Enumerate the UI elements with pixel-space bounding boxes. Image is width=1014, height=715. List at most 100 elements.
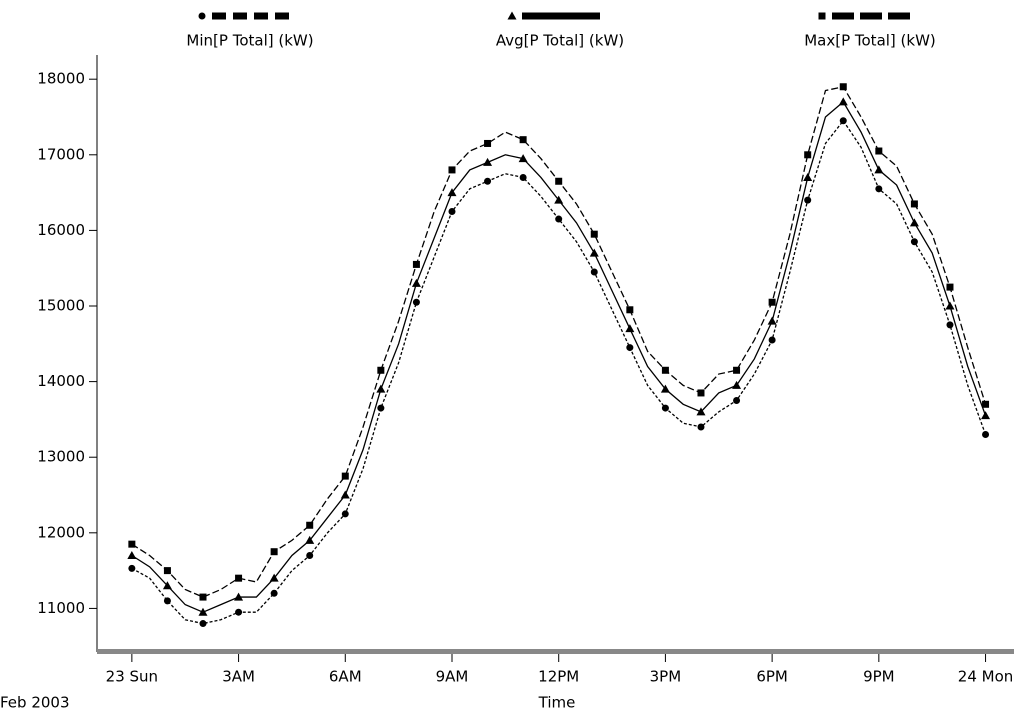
marker — [340, 490, 350, 499]
x-tick-label: 9AM — [436, 668, 469, 686]
marker — [626, 306, 634, 314]
x-axis — [97, 649, 1014, 654]
marker — [198, 12, 206, 20]
marker — [519, 173, 527, 181]
marker — [128, 564, 136, 572]
marker — [589, 248, 599, 257]
marker — [981, 411, 991, 420]
marker — [447, 188, 457, 197]
marker — [945, 301, 955, 310]
marker — [519, 136, 527, 144]
marker — [484, 177, 492, 185]
marker — [199, 620, 207, 628]
y-tick-label: 15000 — [37, 297, 85, 315]
marker — [768, 298, 776, 306]
marker — [910, 200, 918, 208]
marker — [483, 157, 493, 166]
marker — [507, 11, 517, 20]
marker — [306, 551, 314, 559]
marker — [697, 389, 705, 397]
x-tick-label: 6PM — [756, 668, 788, 686]
marker — [818, 12, 826, 20]
marker — [590, 268, 598, 276]
marker — [909, 218, 919, 227]
marker — [198, 607, 208, 616]
marker — [341, 510, 349, 518]
marker — [732, 380, 742, 389]
marker — [412, 260, 420, 268]
marker — [518, 154, 528, 163]
y-tick-label: 12000 — [37, 523, 85, 541]
marker — [839, 117, 847, 125]
marker — [875, 147, 883, 155]
marker — [235, 608, 243, 616]
marker — [235, 574, 243, 582]
marker — [768, 336, 776, 344]
marker — [555, 177, 563, 185]
marker — [982, 431, 990, 439]
x-tick-label: 3PM — [650, 668, 682, 686]
series-line — [131, 86, 987, 598]
marker — [555, 215, 563, 223]
y-tick-label: 18000 — [37, 70, 85, 88]
y-tick-label: 16000 — [37, 221, 85, 239]
marker — [803, 172, 813, 181]
marker — [733, 366, 741, 374]
legend-label: Min[P Total] (kW) — [186, 32, 313, 50]
marker — [270, 548, 278, 556]
marker — [270, 589, 278, 597]
y-tick-label: 13000 — [37, 448, 85, 466]
marker — [661, 404, 669, 412]
marker — [839, 83, 847, 91]
marker — [341, 472, 349, 480]
marker — [733, 397, 741, 405]
marker — [697, 423, 705, 431]
y-tick-label: 17000 — [37, 145, 85, 163]
marker — [767, 316, 777, 325]
marker — [163, 597, 171, 605]
marker — [411, 278, 421, 287]
marker — [838, 97, 848, 106]
date-label: Feb 2003 — [0, 694, 70, 712]
marker — [234, 592, 244, 601]
marker — [946, 283, 954, 291]
marker — [804, 151, 812, 159]
marker — [875, 185, 883, 193]
y-tick-label: 11000 — [37, 599, 85, 617]
legend-label: Avg[P Total] (kW) — [496, 32, 624, 50]
x-tick-label: 6AM — [329, 668, 362, 686]
marker — [590, 230, 598, 238]
marker — [625, 324, 635, 333]
y-tick-label: 14000 — [37, 372, 85, 390]
marker — [412, 298, 420, 306]
marker — [982, 400, 990, 408]
marker — [484, 139, 492, 147]
marker — [306, 521, 314, 529]
x-tick-label: 24 Mon — [958, 668, 1013, 686]
marker — [946, 321, 954, 329]
x-tick-label: 12PM — [538, 668, 579, 686]
marker — [377, 404, 385, 412]
marker — [163, 567, 171, 575]
marker — [554, 195, 564, 204]
marker — [269, 573, 279, 582]
marker — [376, 384, 386, 393]
marker — [626, 344, 634, 352]
marker — [199, 593, 207, 601]
marker — [162, 581, 172, 590]
marker — [660, 384, 670, 393]
x-tick-label: 3AM — [222, 668, 255, 686]
marker — [448, 166, 456, 174]
marker — [377, 366, 385, 374]
x-tick-label: 9PM — [863, 668, 895, 686]
marker — [127, 550, 137, 559]
marker — [305, 535, 315, 544]
x-axis-label: Time — [538, 694, 576, 712]
marker — [128, 540, 136, 548]
x-tick-label: 23 Sun — [106, 668, 158, 686]
marker — [804, 196, 812, 204]
marker — [874, 165, 884, 174]
marker — [661, 366, 669, 374]
legend-label: Max[P Total] (kW) — [804, 32, 936, 50]
